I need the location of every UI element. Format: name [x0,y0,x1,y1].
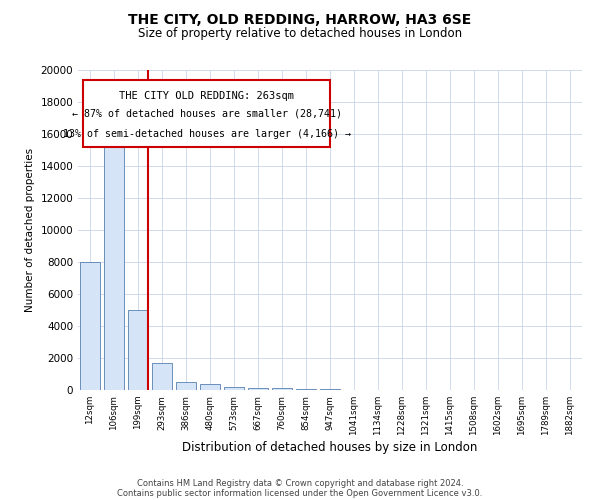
Text: Contains HM Land Registry data © Crown copyright and database right 2024.: Contains HM Land Registry data © Crown c… [137,478,463,488]
Bar [80,262,100,390]
FancyBboxPatch shape [83,80,330,147]
Bar [248,388,268,390]
Bar [104,126,124,390]
Y-axis label: Number of detached properties: Number of detached properties [25,148,35,312]
Bar [200,384,220,390]
Text: 13% of semi-detached houses are larger (4,166) →: 13% of semi-detached houses are larger (… [62,129,350,139]
X-axis label: Distribution of detached houses by size in London: Distribution of detached houses by size … [182,441,478,454]
Text: Size of property relative to detached houses in London: Size of property relative to detached ho… [138,28,462,40]
Bar [128,310,148,390]
Bar [320,389,340,390]
Bar [272,388,292,390]
Bar [176,382,196,390]
Text: Contains public sector information licensed under the Open Government Licence v3: Contains public sector information licen… [118,488,482,498]
Bar [152,363,172,390]
Text: THE CITY OLD REDDING: 263sqm: THE CITY OLD REDDING: 263sqm [119,91,294,101]
Text: THE CITY, OLD REDDING, HARROW, HA3 6SE: THE CITY, OLD REDDING, HARROW, HA3 6SE [128,12,472,26]
Bar [296,389,316,390]
Bar [224,387,244,390]
Text: ← 87% of detached houses are smaller (28,741): ← 87% of detached houses are smaller (28… [71,108,341,118]
